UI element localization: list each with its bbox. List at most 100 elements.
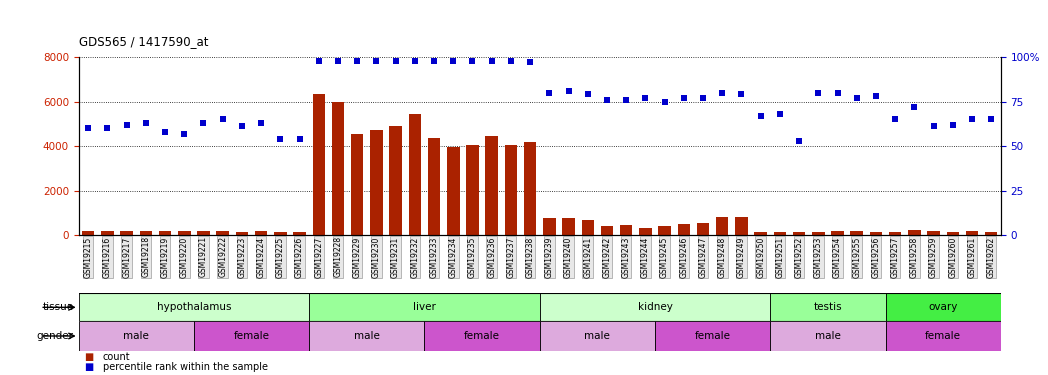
Bar — [563, 218, 574, 235]
Text: GSM19219: GSM19219 — [160, 236, 170, 278]
Text: ■: ■ — [84, 352, 93, 362]
Point — [407, 57, 423, 63]
Bar — [886, 293, 1001, 321]
Bar — [601, 226, 613, 235]
Text: female: female — [695, 331, 730, 341]
Bar — [424, 321, 540, 351]
Text: GSM19243: GSM19243 — [621, 236, 631, 278]
Bar — [447, 147, 459, 235]
Point — [349, 57, 366, 63]
Text: GSM19216: GSM19216 — [103, 236, 112, 278]
Point — [99, 125, 115, 131]
Text: GSM19224: GSM19224 — [257, 236, 265, 278]
Text: GSM19255: GSM19255 — [852, 236, 861, 278]
Point — [752, 113, 769, 119]
Text: GSM19253: GSM19253 — [814, 236, 823, 278]
Text: female: female — [925, 331, 961, 341]
Text: GSM19221: GSM19221 — [199, 236, 208, 278]
Bar — [770, 321, 886, 351]
Text: GSM19229: GSM19229 — [353, 236, 362, 278]
Point — [502, 57, 519, 63]
Bar — [736, 217, 747, 235]
Text: GSM19226: GSM19226 — [296, 236, 304, 278]
Text: GSM19235: GSM19235 — [468, 236, 477, 278]
Point — [810, 90, 827, 96]
Text: GDS565 / 1417590_at: GDS565 / 1417590_at — [79, 34, 209, 48]
Text: GSM19225: GSM19225 — [276, 236, 285, 278]
Point — [714, 90, 730, 96]
Text: GSM19249: GSM19249 — [737, 236, 746, 278]
Point — [253, 120, 269, 126]
Point — [137, 120, 154, 126]
Point — [637, 95, 654, 101]
Bar — [309, 293, 540, 321]
Point — [963, 116, 980, 122]
Text: GSM19236: GSM19236 — [487, 236, 496, 278]
Bar — [79, 293, 309, 321]
Text: GSM19239: GSM19239 — [545, 236, 553, 278]
Point — [771, 111, 788, 117]
Text: male: male — [354, 331, 379, 341]
Point — [118, 122, 135, 128]
Bar — [582, 220, 594, 235]
Point — [656, 99, 673, 105]
Text: hypothalamus: hypothalamus — [156, 302, 232, 312]
Bar — [255, 231, 267, 235]
Point — [868, 93, 885, 99]
Text: GSM19233: GSM19233 — [430, 236, 438, 278]
Text: male: male — [815, 331, 840, 341]
Bar — [312, 94, 325, 235]
Text: male: male — [124, 331, 149, 341]
Point — [905, 104, 922, 110]
Text: percentile rank within the sample: percentile rank within the sample — [103, 362, 267, 372]
Text: GSM19218: GSM19218 — [141, 236, 150, 278]
Bar — [755, 232, 767, 235]
Text: GSM19217: GSM19217 — [123, 236, 131, 278]
Bar — [428, 138, 440, 235]
Text: GSM19242: GSM19242 — [603, 236, 611, 278]
Point — [580, 92, 596, 98]
Bar — [909, 230, 920, 235]
Text: GSM19252: GSM19252 — [794, 236, 804, 278]
Point — [387, 57, 403, 63]
Point — [176, 130, 193, 136]
Point — [541, 90, 558, 96]
Text: GSM19232: GSM19232 — [411, 236, 419, 278]
Bar — [390, 126, 401, 235]
Point — [598, 97, 615, 103]
Point — [925, 123, 942, 129]
Text: kidney: kidney — [637, 302, 673, 312]
Bar — [351, 134, 364, 235]
Text: GSM19234: GSM19234 — [449, 236, 458, 278]
Point — [156, 129, 173, 135]
Bar — [524, 142, 537, 235]
Point — [291, 136, 308, 142]
Text: tissue: tissue — [42, 302, 73, 312]
Text: ■: ■ — [84, 362, 93, 372]
Text: GSM19256: GSM19256 — [872, 236, 880, 278]
Point — [522, 59, 539, 65]
Bar — [485, 136, 498, 235]
Text: GSM19245: GSM19245 — [660, 236, 669, 278]
Point — [848, 95, 865, 101]
Text: female: female — [234, 331, 269, 341]
Bar — [178, 231, 191, 235]
Bar — [812, 232, 825, 235]
Bar — [773, 232, 786, 235]
Bar — [82, 231, 94, 235]
Point — [271, 136, 288, 142]
Text: GSM19240: GSM19240 — [564, 236, 573, 278]
Text: count: count — [103, 352, 130, 362]
Bar — [678, 224, 690, 235]
Point — [695, 95, 712, 101]
Text: testis: testis — [813, 302, 843, 312]
Text: GSM19247: GSM19247 — [699, 236, 707, 278]
Bar — [697, 224, 709, 235]
Bar — [236, 232, 248, 235]
Bar — [716, 217, 728, 235]
Point — [733, 92, 749, 98]
Text: GSM19246: GSM19246 — [679, 236, 689, 278]
Point — [234, 123, 250, 129]
Point — [790, 138, 807, 144]
Text: GSM19260: GSM19260 — [948, 236, 957, 278]
